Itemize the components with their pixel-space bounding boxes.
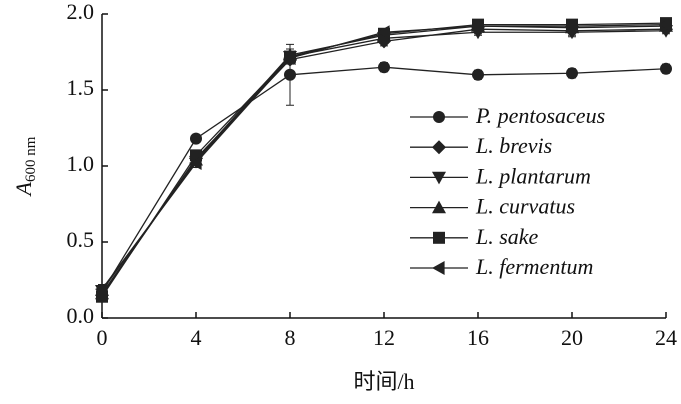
x-tick-label: 12 — [373, 325, 395, 350]
y-tick-label: 1.0 — [67, 151, 95, 176]
legend-text: L. fermentum — [475, 254, 593, 279]
data-point — [189, 155, 202, 170]
legend-marker — [433, 231, 445, 244]
data-point — [283, 51, 296, 66]
legend-marker — [432, 140, 446, 155]
data-point — [659, 17, 672, 32]
x-tick-label: 0 — [97, 325, 108, 350]
x-tick-label: 16 — [467, 325, 489, 350]
data-point — [378, 61, 390, 74]
data-point — [566, 67, 578, 80]
legend-text: L. plantarum — [475, 163, 591, 188]
y-tick-label: 0.0 — [67, 303, 95, 328]
x-tick-label: 4 — [191, 325, 202, 350]
legend-marker — [433, 111, 445, 123]
data-point — [284, 68, 296, 81]
data-point — [377, 25, 390, 40]
x-axis-label: 时间/h — [353, 369, 414, 394]
legend-marker — [432, 171, 446, 185]
y-axis-label-sub: 600 nm — [23, 136, 39, 182]
legend-text: L. curvatus — [475, 194, 575, 219]
data-point — [472, 68, 484, 81]
legend-marker — [432, 200, 446, 214]
legend-text: L. sake — [475, 224, 539, 249]
data-point — [190, 132, 202, 145]
y-tick-label: 0.5 — [67, 227, 95, 252]
y-tick-label: 1.5 — [67, 75, 95, 100]
data-point — [660, 62, 672, 75]
x-tick-label: 20 — [561, 325, 583, 350]
x-tick-label: 24 — [655, 325, 677, 350]
y-tick-label: 2.0 — [67, 0, 95, 24]
x-tick-label: 8 — [285, 325, 296, 350]
legend-text: L. brevis — [475, 133, 552, 158]
y-axis-label: A600 nm — [11, 136, 39, 197]
data-point — [565, 19, 578, 34]
y-axis-label-main: A — [11, 181, 36, 197]
data-point — [95, 282, 108, 297]
data-point — [471, 19, 484, 34]
legend-text: P. pentosaceus — [475, 103, 605, 128]
legend-marker — [432, 261, 445, 275]
